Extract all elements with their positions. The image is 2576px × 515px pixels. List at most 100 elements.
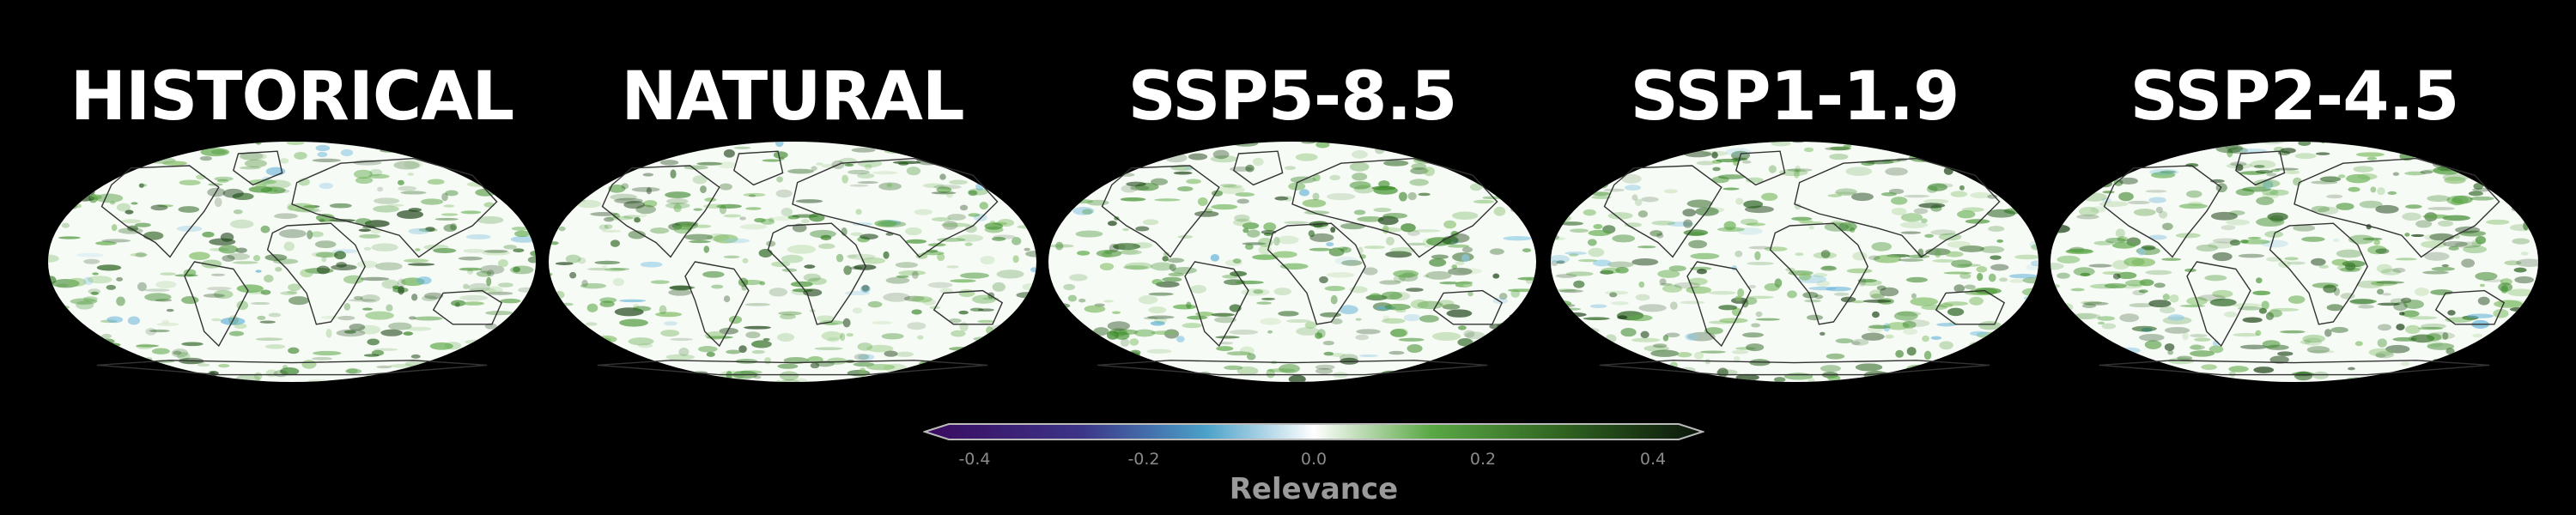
- relevance-patch: [425, 227, 435, 232]
- relevance-patch: [503, 330, 532, 339]
- relevance-patch: [489, 153, 496, 161]
- relevance-patch: [2032, 355, 2038, 360]
- relevance-patch: [2241, 186, 2271, 192]
- relevance-patch: [1591, 195, 1612, 199]
- relevance-patch: [2311, 258, 2326, 266]
- relevance-patch: [1741, 160, 1752, 164]
- relevance-patch: [1663, 189, 1678, 194]
- continent-outline: [601, 165, 720, 258]
- relevance-patch: [1574, 142, 1592, 145]
- relevance-patch: [2073, 312, 2097, 319]
- relevance-patch: [321, 257, 327, 263]
- relevance-patch: [1370, 293, 1382, 299]
- relevance-patch: [1600, 270, 1614, 275]
- relevance-patch: [1273, 251, 1297, 258]
- relevance-patch: [2275, 167, 2300, 171]
- relevance-patch: [1014, 360, 1024, 369]
- relevance-patch: [1937, 152, 1953, 162]
- relevance-patch: [244, 159, 267, 168]
- relevance-patch: [131, 371, 156, 380]
- relevance-patch: [312, 251, 333, 258]
- relevance-patch: [156, 204, 173, 208]
- relevance-patch: [504, 150, 519, 156]
- relevance-patch: [2262, 340, 2281, 348]
- relevance-patch: [1998, 150, 2017, 154]
- relevance-patch: [2420, 170, 2433, 174]
- relevance-patch: [518, 287, 535, 293]
- relevance-patch: [65, 331, 89, 340]
- relevance-patch: [911, 270, 919, 279]
- relevance-patch: [2050, 316, 2057, 324]
- relevance-patch: [160, 272, 176, 276]
- relevance-patch: [1700, 350, 1726, 354]
- relevance-patch: [1965, 219, 1990, 224]
- relevance-patch: [1242, 222, 1260, 230]
- relevance-patch: [343, 302, 351, 311]
- relevance-patch: [151, 348, 170, 354]
- relevance-patch: [1587, 239, 1597, 246]
- relevance-patch: [719, 183, 732, 191]
- relevance-patch: [1669, 301, 1678, 311]
- relevance-patch: [1957, 370, 1987, 374]
- continent-outline: [1432, 289, 1504, 325]
- panel-title: SSP2-4.5: [2129, 58, 2460, 136]
- relevance-patch: [463, 283, 470, 289]
- relevance-patch: [1827, 194, 1843, 197]
- relevance-patch: [415, 248, 421, 251]
- relevance-patch: [751, 349, 765, 354]
- relevance-patch: [2516, 258, 2538, 267]
- relevance-patch: [57, 198, 79, 205]
- relevance-patch: [1234, 214, 1250, 222]
- relevance-patch: [1740, 218, 1759, 226]
- relevance-patch: [54, 197, 70, 205]
- relevance-patch: [940, 222, 970, 227]
- relevance-patch: [67, 277, 87, 287]
- relevance-patch: [1326, 242, 1334, 247]
- relevance-patch: [1448, 267, 1473, 276]
- relevance-patch: [939, 173, 946, 180]
- relevance-patch: [2396, 324, 2405, 330]
- relevance-patch: [915, 252, 928, 259]
- relevance-patch: [1605, 290, 1629, 295]
- relevance-patch: [2298, 142, 2312, 146]
- relevance-patch: [2076, 365, 2096, 374]
- relevance-patch: [2336, 203, 2354, 210]
- relevance-patch: [872, 171, 898, 175]
- relevance-patch: [315, 144, 331, 152]
- relevance-patch: [336, 262, 347, 268]
- relevance-patch: [486, 291, 513, 295]
- relevance-patch: [1400, 376, 1429, 381]
- relevance-patch: [1520, 303, 1536, 308]
- relevance-patch: [2509, 306, 2534, 312]
- relevance-patch: [2167, 314, 2184, 321]
- relevance-patch: [2382, 293, 2391, 296]
- relevance-patch: [2536, 369, 2538, 379]
- relevance-patch: [616, 145, 627, 153]
- relevance-patch: [483, 143, 507, 152]
- relevance-patch: [1774, 377, 1786, 382]
- relevance-patch: [1735, 251, 1743, 258]
- relevance-patch: [617, 154, 630, 164]
- relevance-patch: [111, 224, 118, 232]
- relevance-patch: [993, 142, 1018, 143]
- relevance-patch: [549, 148, 556, 156]
- relevance-patch: [1173, 171, 1193, 175]
- relevance-patch: [1936, 323, 1957, 327]
- relevance-patch: [90, 291, 100, 295]
- relevance-patch: [1373, 207, 1392, 213]
- relevance-patch: [766, 240, 776, 247]
- relevance-patch: [1885, 167, 1908, 176]
- relevance-patch: [1692, 380, 1718, 382]
- relevance-patch: [906, 167, 921, 176]
- relevance-patch: [1855, 363, 1883, 372]
- relevance-patch: [565, 169, 589, 177]
- relevance-patch: [1868, 324, 1891, 330]
- relevance-patch: [843, 265, 852, 276]
- relevance-patch: [2247, 236, 2262, 239]
- relevance-patch: [604, 268, 626, 272]
- relevance-patch: [109, 354, 128, 362]
- relevance-patch: [2324, 329, 2332, 337]
- continent-outline: [1735, 150, 1786, 186]
- relevance-patch: [2377, 187, 2385, 196]
- relevance-patch: [1583, 209, 1596, 216]
